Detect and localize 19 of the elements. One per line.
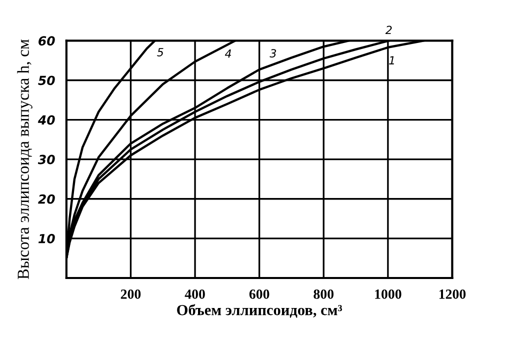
- x-tick-label: 600: [249, 289, 270, 299]
- x-tick-label: 1200: [439, 289, 466, 299]
- series-label: 4: [224, 50, 232, 58]
- y-tick-label: 10: [38, 234, 55, 244]
- y-axis-title: Высота эллипсоида выпуска h, см: [17, 39, 32, 280]
- y-tick-label: 30: [38, 154, 55, 164]
- y-tick-label: 60: [38, 36, 55, 46]
- x-tick-label: 1000: [375, 289, 402, 299]
- series-label: 1: [389, 56, 394, 64]
- x-tick-label: 200: [120, 289, 141, 299]
- series-label: 3: [270, 49, 276, 58]
- series-label: 5: [157, 48, 164, 56]
- y-tick-label: 40: [38, 115, 55, 125]
- x-tick-label: 400: [184, 289, 205, 299]
- x-axis-title: Объем эллипсоидов, см³: [177, 304, 342, 318]
- x-tick-label: 800: [314, 289, 334, 299]
- y-tick-label: 50: [38, 76, 55, 86]
- y-tick-label: 20: [38, 194, 55, 204]
- series-label: 2: [385, 26, 392, 34]
